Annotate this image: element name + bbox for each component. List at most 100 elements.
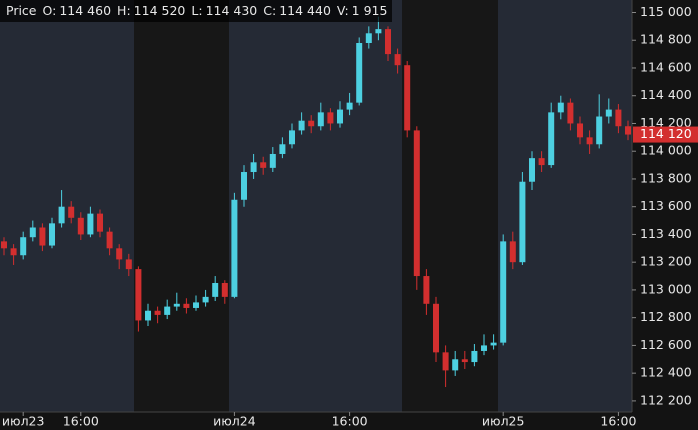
candle-body xyxy=(212,282,219,297)
series-name: Price xyxy=(6,3,37,18)
candle-body xyxy=(413,130,420,277)
field-value: 114 520 xyxy=(134,3,186,18)
candle-body xyxy=(221,282,228,297)
candle-body xyxy=(337,109,343,124)
y-tick-label: 114 200 xyxy=(640,115,692,130)
candle-body xyxy=(327,112,334,124)
candle-body xyxy=(49,223,55,246)
candle-body xyxy=(1,241,7,249)
candle-body xyxy=(77,217,84,235)
y-tick-label: 114 000 xyxy=(640,143,692,158)
candle-body xyxy=(106,231,113,249)
y-axis-panel xyxy=(632,0,698,430)
session-band xyxy=(229,0,402,412)
x-tick-label: июл24 xyxy=(213,414,256,429)
candle-body xyxy=(135,269,142,321)
x-tick-label: июл25 xyxy=(482,414,525,429)
candle-body xyxy=(500,241,507,343)
candle-body xyxy=(173,303,180,307)
candle-body xyxy=(145,310,151,321)
candle-body xyxy=(116,248,123,260)
candle-body xyxy=(394,54,401,66)
candle-body xyxy=(404,65,411,131)
y-tick-label: 112 200 xyxy=(640,392,692,407)
field-value: 1 915 xyxy=(352,3,388,18)
candle-body xyxy=(68,206,75,218)
candle-body xyxy=(442,352,449,371)
candle-body xyxy=(385,29,391,55)
y-tick-label: 114 800 xyxy=(640,32,692,47)
candle-body xyxy=(567,102,574,124)
field-key: L: xyxy=(191,3,202,18)
candle-body xyxy=(317,112,324,127)
candle-body xyxy=(433,303,439,353)
x-tick-label: 16:00 xyxy=(63,414,99,429)
y-tick-label: 113 000 xyxy=(640,281,692,296)
session-band xyxy=(134,0,229,412)
candle-body xyxy=(58,206,65,224)
y-tick-label: 112 400 xyxy=(640,365,692,380)
candle-body xyxy=(154,310,161,315)
y-tick-label: 114 400 xyxy=(640,87,692,102)
y-tick-label: 113 200 xyxy=(640,254,692,269)
field-key: C: xyxy=(263,3,276,18)
candle-body xyxy=(423,276,430,304)
y-tick-label: 112 800 xyxy=(640,309,692,324)
candle-body xyxy=(298,120,305,131)
candle-body xyxy=(461,359,468,363)
candle-body xyxy=(279,144,286,154)
candle-body xyxy=(548,112,555,166)
candle-body xyxy=(29,227,36,238)
candle-body xyxy=(519,181,526,263)
field-value: 114 430 xyxy=(206,3,258,18)
candle-body xyxy=(193,302,199,308)
candle-body xyxy=(529,158,535,182)
candle-body xyxy=(586,137,593,145)
candle-body xyxy=(490,342,497,346)
candle-body xyxy=(269,153,276,168)
candle-body xyxy=(202,296,209,303)
ohlc-header: Price O: 114 460 H: 114 520 L: 114 430 C: 114 44… xyxy=(6,3,387,18)
x-tick-label: 16:00 xyxy=(600,414,636,429)
candle-body xyxy=(625,126,631,135)
axes: 112 200 112 400 112 600 112 800 113 000 113 2… xyxy=(2,4,698,429)
candle-body xyxy=(308,120,315,127)
session-bands xyxy=(0,0,632,412)
candle-body xyxy=(97,213,103,232)
x-tick-label: июл23 xyxy=(2,414,45,429)
y-tick-label: 113 400 xyxy=(640,226,692,241)
candle-body xyxy=(557,102,564,113)
session-band xyxy=(0,0,134,412)
plot xyxy=(1,16,631,388)
field-key: V: xyxy=(337,3,349,18)
candle-body xyxy=(183,303,190,308)
header-bg xyxy=(0,0,392,22)
candle-body xyxy=(356,43,363,103)
candle-body xyxy=(260,162,267,168)
last-price-label: 114 120 xyxy=(640,126,692,141)
candle-body xyxy=(615,109,622,127)
session-band xyxy=(498,0,632,412)
candle-body xyxy=(87,213,94,235)
field-key: O: xyxy=(43,3,57,18)
candle-body xyxy=(346,102,353,110)
candle-body xyxy=(250,162,257,173)
candle-body xyxy=(538,158,545,166)
field-value: 114 460 xyxy=(59,3,111,18)
candle-body xyxy=(231,199,238,297)
field-key: H: xyxy=(117,3,131,18)
last-price-box xyxy=(633,126,698,143)
candle-body xyxy=(471,350,478,363)
y-tick-label: 112 600 xyxy=(640,337,692,352)
y-tick-label: 113 800 xyxy=(640,170,692,185)
candle-body xyxy=(20,237,27,256)
y-tick-label: 114 600 xyxy=(640,59,692,74)
candle-body xyxy=(241,172,247,200)
candle-body xyxy=(509,241,516,263)
y-tick-label: 113 600 xyxy=(640,198,692,213)
candle-body xyxy=(125,259,132,270)
candle-body xyxy=(375,29,382,34)
candle-body xyxy=(605,109,612,117)
candle-body xyxy=(481,345,487,351)
